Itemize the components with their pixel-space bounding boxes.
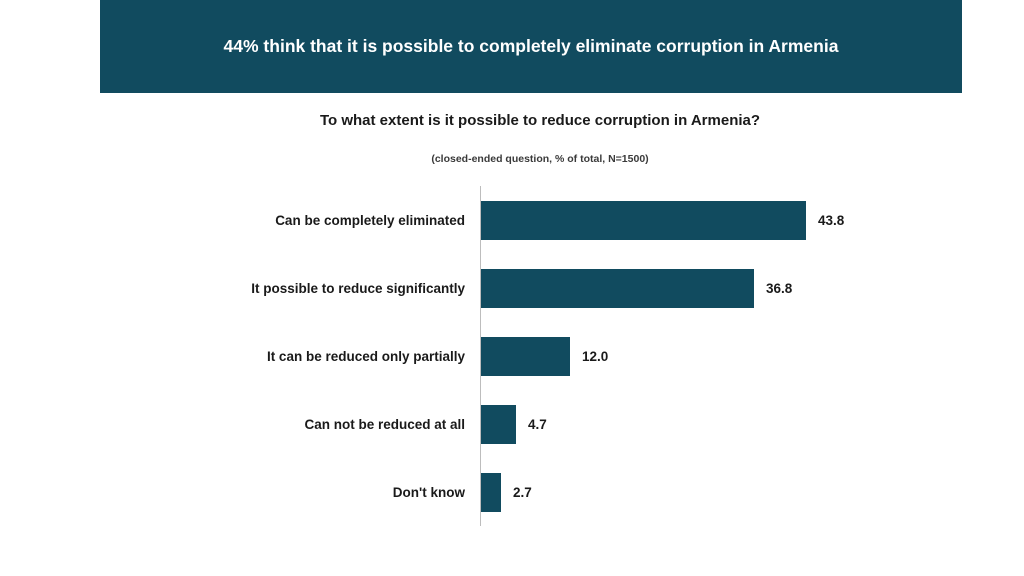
chart-bar-row: Don't know 2.7	[0, 459, 1024, 525]
y-axis-line	[480, 186, 481, 526]
bar	[481, 404, 516, 444]
chart-title: To what extent is it possible to reduce …	[319, 112, 761, 129]
chart-bar-row: It possible to reduce significantly 36.8	[0, 255, 1024, 321]
bar-zone: 4.7	[481, 404, 547, 444]
bar	[481, 336, 570, 376]
value-label: 12.0	[582, 348, 609, 364]
category-label: It possible to reduce significantly	[251, 280, 465, 296]
chart-bar-row: Can be completely eliminated 43.8	[0, 187, 1024, 253]
category-label: Can be completely eliminated	[275, 212, 465, 228]
value-label: 4.7	[528, 416, 547, 432]
chart-bar-row: It can be reduced only partially 12.0	[0, 323, 1024, 389]
bar-zone: 43.8	[481, 200, 845, 240]
category-label: Can not be reduced at all	[304, 416, 465, 432]
bar-zone: 36.8	[481, 268, 793, 308]
category-label: It can be reduced only partially	[266, 348, 465, 364]
category-label: Don't know	[392, 484, 465, 500]
chart-bar-row: Can not be reduced at all 4.7	[0, 391, 1024, 457]
slide-title: 44% think that it is possible to complet…	[223, 36, 839, 57]
value-label: 43.8	[818, 212, 845, 228]
value-label: 2.7	[513, 484, 532, 500]
bar-zone: 2.7	[481, 472, 532, 512]
bar	[481, 268, 754, 308]
chart-rows: Can be completely eliminated 43.8 It possi…	[0, 186, 1024, 526]
value-label: 36.8	[766, 280, 793, 296]
bar-zone: 12.0	[481, 336, 609, 376]
bar	[481, 200, 806, 240]
header-banner: 44% think that it is possible to complet…	[100, 0, 962, 93]
bar	[481, 472, 501, 512]
bar-chart: Can be completely eliminated 43.8 It possi…	[0, 186, 1024, 526]
chart-subtitle: (closed-ended question, % of total, N=15…	[431, 153, 649, 165]
